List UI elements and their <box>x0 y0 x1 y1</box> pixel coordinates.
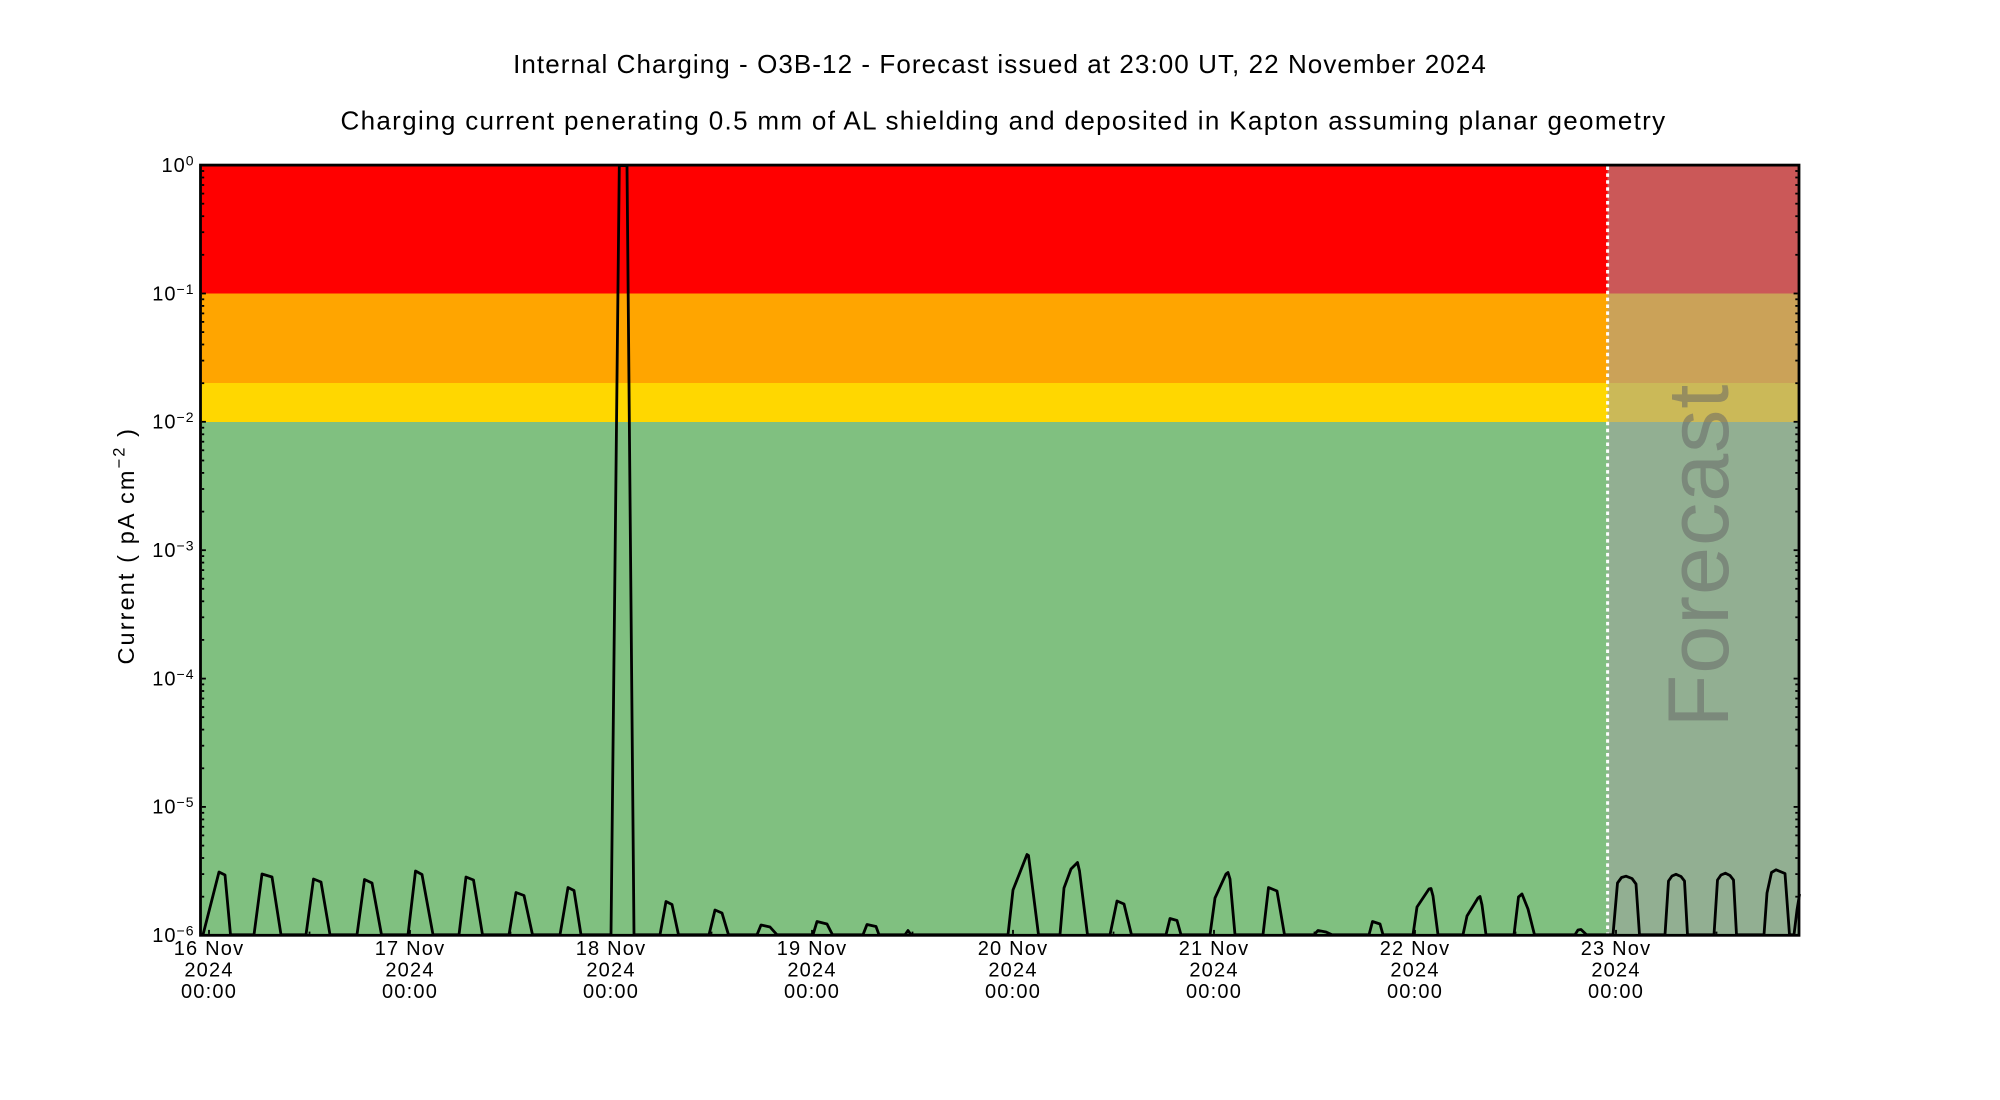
svg-text:23 Nov: 23 Nov <box>1581 938 1652 960</box>
svg-text:00:00: 00:00 <box>181 981 237 1003</box>
svg-text:17 Nov: 17 Nov <box>375 938 446 960</box>
svg-text:10−3: 10−3 <box>152 538 194 563</box>
svg-text:00:00: 00:00 <box>985 981 1041 1003</box>
svg-text:22 Nov: 22 Nov <box>1380 938 1451 960</box>
svg-text:00:00: 00:00 <box>1186 981 1242 1003</box>
svg-text:Forecast: Forecast <box>1651 384 1747 728</box>
svg-text:00:00: 00:00 <box>784 981 840 1003</box>
svg-text:2024: 2024 <box>184 960 233 982</box>
svg-text:20 Nov: 20 Nov <box>978 938 1049 960</box>
svg-text:Internal Charging - O3B-12 - F: Internal Charging - O3B-12 - Forecast is… <box>513 49 1487 79</box>
svg-text:2024: 2024 <box>787 960 836 982</box>
svg-text:2024: 2024 <box>1189 960 1238 982</box>
svg-text:21 Nov: 21 Nov <box>1179 938 1250 960</box>
svg-text:16 Nov: 16 Nov <box>174 938 245 960</box>
svg-text:10−5: 10−5 <box>152 794 194 819</box>
svg-text:2024: 2024 <box>1390 960 1439 982</box>
svg-text:2024: 2024 <box>586 960 635 982</box>
svg-text:10−4: 10−4 <box>152 666 194 691</box>
svg-text:18 Nov: 18 Nov <box>576 938 647 960</box>
svg-text:00:00: 00:00 <box>382 981 438 1003</box>
svg-text:10−1: 10−1 <box>152 281 194 306</box>
svg-text:00:00: 00:00 <box>1387 981 1443 1003</box>
svg-text:00:00: 00:00 <box>1588 981 1644 1003</box>
svg-text:Charging current penerating 0.: Charging current penerating 0.5 mm of AL… <box>341 106 1667 136</box>
svg-text:100: 100 <box>161 152 194 177</box>
svg-text:00:00: 00:00 <box>583 981 639 1003</box>
svg-text:19 Nov: 19 Nov <box>777 938 848 960</box>
svg-text:Current ( pA cm−2 ): Current ( pA cm−2 ) <box>110 427 139 665</box>
svg-text:2024: 2024 <box>1591 960 1640 982</box>
svg-text:2024: 2024 <box>988 960 1037 982</box>
svg-text:2024: 2024 <box>385 960 434 982</box>
svg-text:10−2: 10−2 <box>152 409 194 434</box>
